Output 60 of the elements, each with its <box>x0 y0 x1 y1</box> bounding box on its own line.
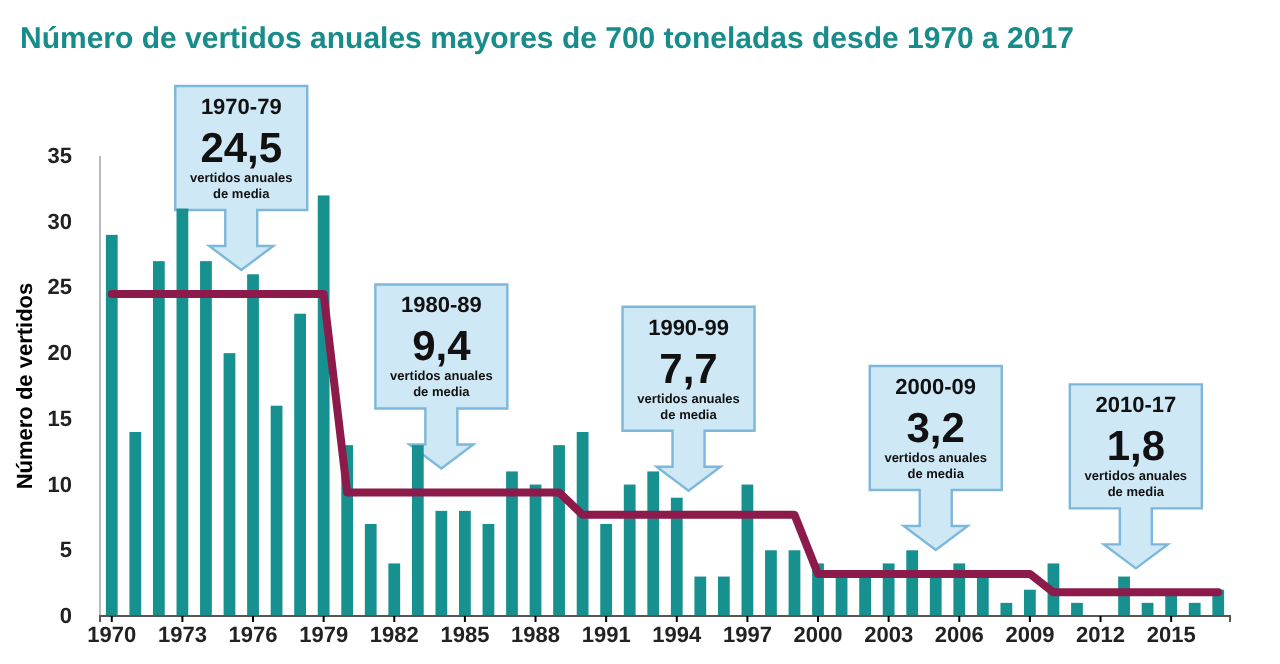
bar <box>176 208 189 616</box>
bar <box>717 576 730 616</box>
bar <box>152 261 165 616</box>
x-tick-label: 1982 <box>369 623 419 648</box>
y-tick-label: 25 <box>47 276 72 301</box>
bar <box>388 563 401 616</box>
x-tick-label: 2015 <box>1146 623 1196 648</box>
bar <box>270 405 283 616</box>
y-axis-title: Número de vertidos <box>14 282 38 490</box>
bar <box>1000 602 1013 616</box>
x-tick-label: 2000 <box>793 623 843 648</box>
bar <box>200 261 212 616</box>
x-tick-label: 1997 <box>722 623 772 648</box>
bar <box>600 524 613 616</box>
y-tick-label: 20 <box>47 342 72 367</box>
bar <box>765 550 777 616</box>
x-tick-label: 2003 <box>864 623 914 648</box>
bar <box>411 445 424 616</box>
bar <box>647 471 660 616</box>
y-tick-label: 15 <box>47 407 72 432</box>
y-tick-label: 30 <box>47 210 72 235</box>
y-tick-label: 10 <box>47 473 72 498</box>
bar <box>1071 602 1083 616</box>
bar <box>976 576 989 616</box>
bar <box>317 195 330 616</box>
bar <box>506 471 518 616</box>
bar <box>129 432 142 616</box>
bar <box>435 510 448 616</box>
y-tick-label: 0 <box>59 605 72 630</box>
bar <box>223 353 236 616</box>
bar <box>788 550 801 616</box>
y-tick-label: 35 <box>47 145 72 170</box>
bar <box>553 445 565 616</box>
x-tick-label: 1979 <box>299 623 349 648</box>
bar <box>1188 602 1201 616</box>
bar <box>623 484 636 616</box>
bar <box>929 576 942 616</box>
line-series <box>107 290 1223 597</box>
x-tick-label: 1970 <box>87 623 137 648</box>
x-tick-label: 1994 <box>652 623 703 648</box>
x-tick-label: 2009 <box>1005 623 1055 648</box>
x-tick-label: 1991 <box>581 623 631 648</box>
bar <box>694 576 707 616</box>
x-tick-label: 2012 <box>1076 623 1126 648</box>
bar <box>670 497 683 616</box>
x-tick-label: 2006 <box>934 623 984 648</box>
chart-title: Número de vertidos anuales mayores de 700 toneladas desde 1970 a 2017 <box>20 22 1074 56</box>
x-tick-label: 1988 <box>511 623 561 648</box>
bar <box>105 234 118 616</box>
x-tick-label: 1985 <box>440 623 490 648</box>
bar <box>247 274 259 616</box>
x-tick-label: 1976 <box>228 623 278 648</box>
bar <box>482 524 495 616</box>
bar <box>294 313 306 616</box>
bar <box>459 510 471 616</box>
bar <box>1024 589 1036 616</box>
y-tick-label: 5 <box>59 539 72 564</box>
x-tick-label: 1973 <box>157 623 207 648</box>
bar <box>859 576 871 616</box>
bar <box>364 524 377 616</box>
